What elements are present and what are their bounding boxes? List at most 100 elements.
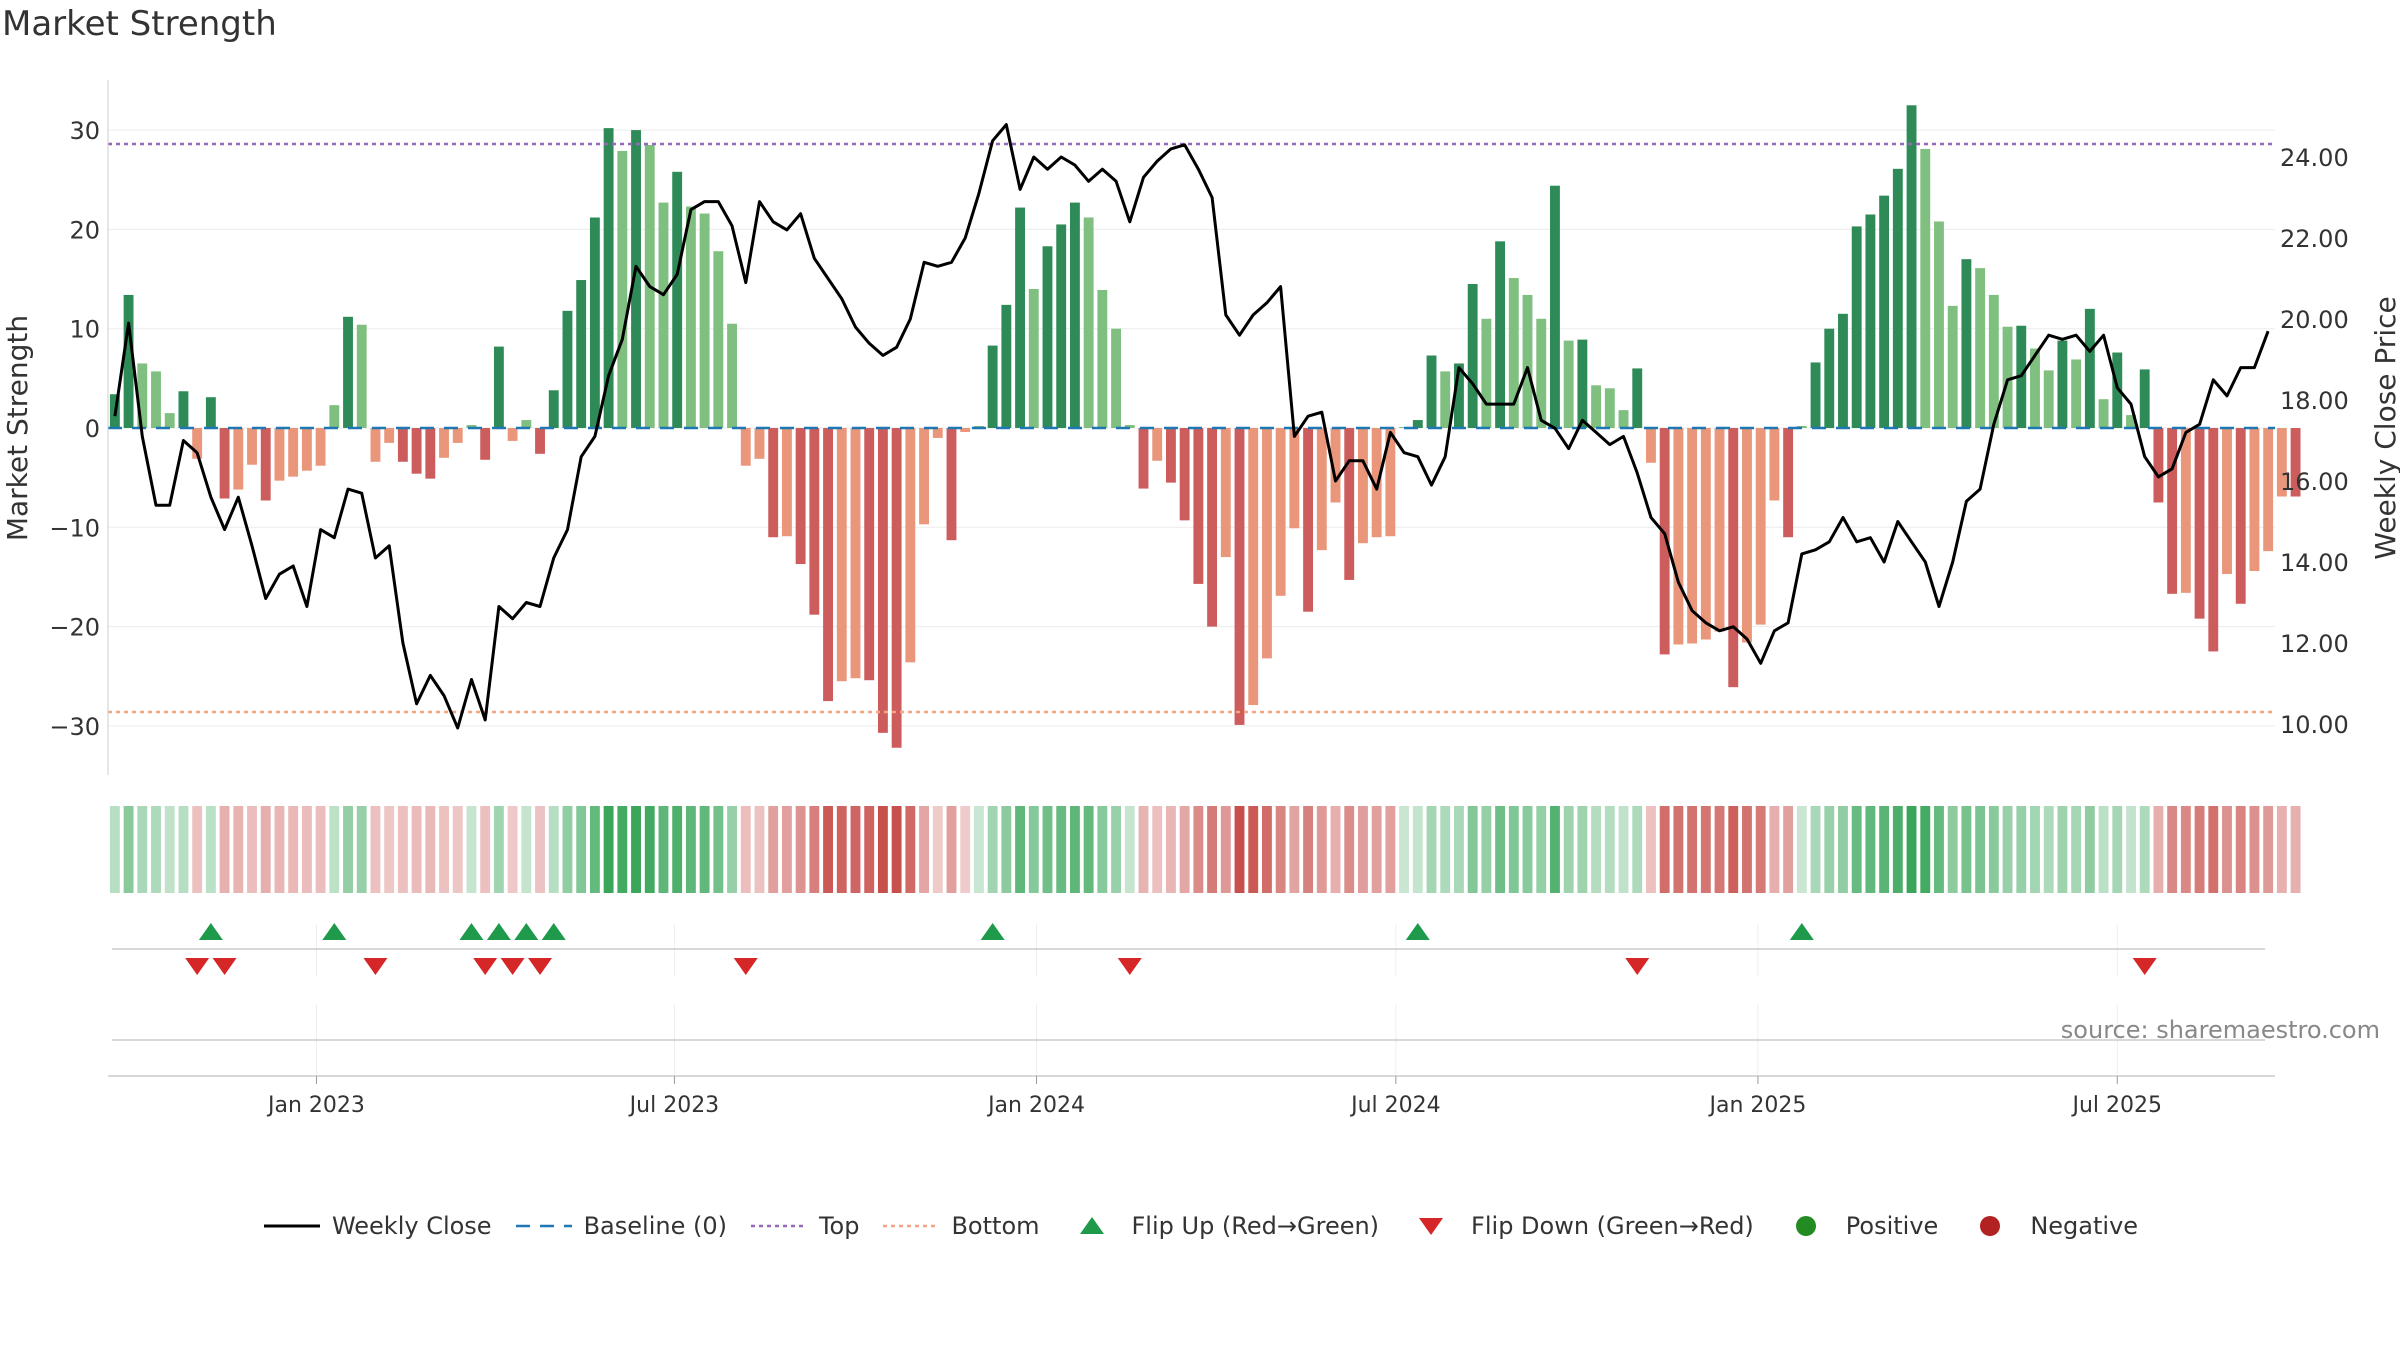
strength-bar <box>2222 428 2232 574</box>
strength-bar <box>507 428 518 441</box>
strip-cell <box>1591 806 1602 893</box>
strength-bar <box>1412 420 1423 428</box>
strip-cell <box>1755 806 1766 893</box>
y-tick-label: 30 <box>69 117 100 145</box>
legend-label: Flip Up (Red→Green) <box>1131 1212 1380 1240</box>
strip-cell <box>452 806 463 893</box>
flip-down-marker <box>473 958 498 975</box>
strip-cell <box>1769 806 1780 893</box>
strip-cell <box>480 806 491 893</box>
strip-cell <box>932 806 943 893</box>
strip-cell <box>123 806 134 893</box>
strip-cell <box>768 806 779 893</box>
strip-cell <box>1042 806 1053 893</box>
x-tick-label: Jul 2023 <box>628 1093 720 1118</box>
strip-cell <box>1934 806 1944 893</box>
strip-cell <box>288 806 299 893</box>
strip-cell <box>425 806 436 893</box>
strength-bar <box>1179 428 1190 521</box>
strip-cell <box>1316 806 1327 893</box>
strength-bar <box>1591 385 1602 428</box>
strength-bar <box>1165 428 1176 483</box>
strength-bar <box>535 428 545 454</box>
strip-cell <box>2208 806 2219 893</box>
strength-bar <box>2126 415 2136 428</box>
strip-cell <box>617 806 628 893</box>
strength-bar <box>2153 428 2164 503</box>
strip-cell <box>1261 806 1272 893</box>
strip-cell <box>1069 806 1080 893</box>
strip-cell <box>178 806 189 893</box>
strip-cell <box>699 806 710 893</box>
strength-bar <box>850 428 861 679</box>
flip-up-marker <box>1789 923 1814 940</box>
strength-bar <box>329 405 340 428</box>
strip-cell <box>1632 806 1643 893</box>
strength-bar <box>2071 359 2082 428</box>
strength-bar <box>1646 428 1656 463</box>
strength-bar <box>151 371 161 428</box>
strip-cell <box>987 806 998 893</box>
strength-bar <box>1961 259 1972 428</box>
strength-bar <box>343 316 353 428</box>
strength-bar <box>1261 428 1272 659</box>
legend-swatch-line <box>263 1224 320 1228</box>
strength-bar <box>1728 428 1739 688</box>
strength-bar <box>192 428 203 459</box>
y2-tick-label: 22.00 <box>2280 225 2349 253</box>
strip-cell <box>2194 806 2205 893</box>
strength-bar <box>905 428 916 663</box>
chart-title: Market Strength <box>2 4 277 44</box>
strip-cell <box>1220 806 1231 893</box>
strength-bar <box>809 428 820 615</box>
legend-label: Flip Down (Green→Red) <box>1471 1212 1754 1240</box>
legend-swatch-tri-down <box>1419 1218 1444 1235</box>
strength-bar <box>1056 224 1067 428</box>
strip-cell <box>658 806 669 893</box>
strength-bar <box>1906 105 1917 429</box>
flip-down-marker <box>528 958 553 975</box>
strip-cell <box>1193 806 1204 893</box>
strength-bar <box>1358 428 1368 544</box>
strip-cell <box>727 806 737 893</box>
strip-cell <box>960 806 971 893</box>
strength-bar <box>205 397 216 428</box>
strength-bar <box>2098 399 2109 428</box>
strength-bar <box>1454 363 1464 428</box>
strength-bar <box>301 428 312 471</box>
x-tick-label: Jul 2024 <box>1349 1093 1441 1118</box>
strength-bar <box>658 202 669 428</box>
y-tick-label: 0 <box>85 415 100 443</box>
strength-bar <box>233 428 244 490</box>
strength-bar <box>1563 340 1574 428</box>
strength-bar <box>1467 284 1478 428</box>
strength-bar <box>1316 428 1327 551</box>
strip-cell <box>233 806 244 893</box>
strip-cell <box>781 806 792 893</box>
strip-cell <box>397 806 408 893</box>
strip-cell <box>946 806 957 893</box>
flip-down-marker <box>2132 958 2157 975</box>
strip-cell <box>507 806 518 893</box>
strength-bar <box>370 428 381 462</box>
strength-bar <box>768 428 779 538</box>
strength-bar <box>713 251 724 428</box>
strip-cell <box>1385 806 1396 893</box>
legend-label: Bottom <box>951 1212 1040 1240</box>
strength-bar <box>1111 328 1122 428</box>
strip-cell <box>1536 806 1547 893</box>
strength-bar <box>123 294 134 428</box>
strength-bar <box>877 428 888 733</box>
strength-bar <box>1769 428 1780 501</box>
strength-bar <box>1330 428 1341 503</box>
strip-cell <box>1577 806 1588 893</box>
legend-label: Positive <box>1845 1212 1939 1240</box>
strength-bar <box>1522 294 1533 428</box>
strip-cell <box>1495 806 1506 893</box>
strip-cell <box>2235 806 2246 893</box>
strength-bar <box>1440 371 1451 428</box>
strip-cell <box>315 806 326 893</box>
strip-cell <box>2098 806 2109 893</box>
strip-cell <box>644 806 655 893</box>
legend-swatch-circle <box>1795 1216 1816 1236</box>
